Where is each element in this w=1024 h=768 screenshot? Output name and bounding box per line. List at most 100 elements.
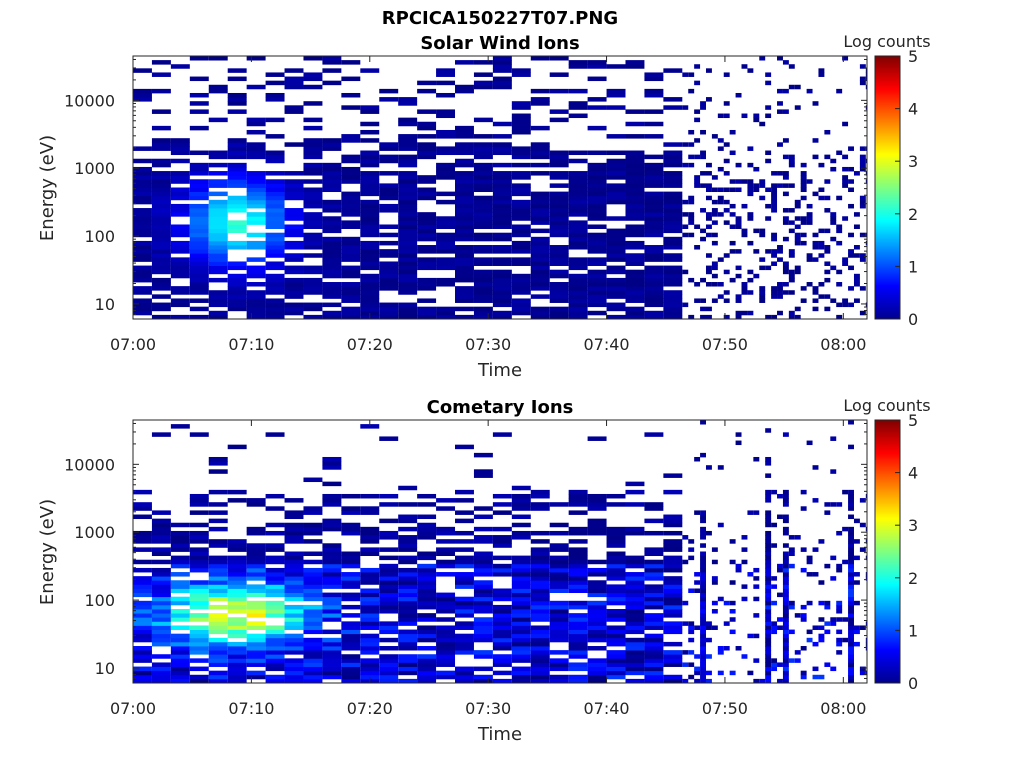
heatmap-cell (777, 109, 783, 114)
heatmap-cell (189, 617, 209, 622)
heatmap-cell (265, 216, 285, 221)
heatmap-cell (625, 650, 645, 655)
heatmap-cell (753, 166, 760, 172)
heatmap-cell (777, 282, 783, 287)
heatmap-cell (227, 600, 247, 606)
heatmap-cell (777, 493, 783, 499)
heatmap-cell (436, 265, 456, 271)
heatmap-cell (455, 306, 474, 312)
heatmap-cell (735, 646, 742, 651)
heatmap-cell (170, 522, 190, 528)
heatmap-cell (806, 629, 813, 635)
heatmap-cell (379, 253, 399, 258)
heatmap-cell (398, 179, 418, 184)
heatmap-cell (511, 175, 531, 180)
heatmap-cell (700, 674, 706, 680)
heatmap-cell (417, 633, 437, 639)
heatmap-cell (170, 228, 190, 234)
heatmap-cell (133, 629, 152, 635)
x-tick-label: 07:50 (702, 335, 748, 354)
heatmap-cell (663, 290, 683, 295)
heatmap-cell (417, 674, 437, 680)
heatmap-cell (322, 502, 342, 507)
heatmap-cell (303, 662, 323, 667)
heatmap-cell (455, 158, 474, 164)
heatmap-cell (729, 600, 736, 606)
heatmap-cell (151, 109, 171, 114)
heatmap-cell (530, 588, 550, 593)
y-tick-label: 1000 (74, 523, 115, 542)
heatmap-cell (711, 273, 718, 279)
heatmap-cell (568, 302, 588, 308)
heatmap-cell (417, 228, 437, 234)
heatmap-cell (765, 609, 772, 614)
heatmap-cell (360, 306, 380, 312)
heatmap-cell (723, 646, 730, 651)
heatmap-cell (208, 150, 228, 156)
heatmap-cell (151, 261, 171, 266)
heatmap-cell (705, 625, 712, 630)
heatmap-cell (705, 232, 712, 238)
heatmap-cell (492, 249, 512, 254)
heatmap-cell (208, 302, 228, 308)
heatmap-cell (170, 555, 190, 561)
heatmap-cell (848, 670, 854, 676)
heatmap-cell (606, 191, 626, 197)
heatmap-cell (246, 633, 266, 639)
heatmap-cell (246, 171, 266, 176)
heatmap-cell (227, 633, 247, 639)
heatmap-cell (700, 621, 706, 626)
heatmap-cell (436, 662, 456, 667)
heatmap-cell (771, 600, 778, 606)
heatmap-cell (705, 530, 712, 536)
heatmap-cell (644, 662, 664, 667)
heatmap-cell (398, 134, 418, 139)
heatmap-cell (771, 662, 778, 667)
heatmap-cell (606, 650, 626, 655)
heatmap-cell (753, 596, 760, 602)
heatmap-cell (436, 134, 456, 139)
heatmap-cell (341, 559, 361, 565)
heatmap-cell (473, 134, 493, 139)
heatmap-cell (417, 224, 437, 229)
heatmap-cell (227, 220, 247, 225)
heatmap-cell (322, 576, 342, 581)
heatmap-cell (246, 641, 266, 647)
heatmap-cell (530, 249, 550, 254)
heatmap-cell (729, 629, 736, 635)
heatmap-cell (398, 269, 418, 275)
heatmap-cell (151, 526, 171, 532)
heatmap-cell (303, 580, 323, 585)
heatmap-cell (644, 282, 664, 287)
heatmap-cell (492, 80, 512, 86)
heatmap-cell (782, 576, 789, 581)
heatmap-cell (379, 146, 399, 151)
heatmap-cell (511, 617, 531, 622)
heatmap-cell (606, 613, 626, 618)
heatmap-cell (208, 510, 228, 515)
heatmap-cell (379, 547, 399, 552)
heatmap-cell (284, 559, 304, 565)
heatmap-cell (360, 105, 380, 110)
heatmap-cell (771, 253, 778, 258)
heatmap-cell (284, 282, 304, 287)
colorbar-tick-label: 2 (908, 569, 918, 588)
heatmap-cell (133, 535, 152, 540)
heatmap-cell (782, 220, 789, 225)
heatmap-cell (530, 678, 550, 684)
heatmap-cell (492, 257, 512, 262)
heatmap-cell (688, 220, 695, 225)
heatmap-cell (606, 166, 626, 172)
heatmap-cell (568, 633, 588, 639)
heatmap-cell (436, 314, 456, 320)
heatmap-cell (741, 286, 748, 291)
heatmap-cell (151, 314, 171, 320)
heatmap-cell (587, 526, 607, 532)
heatmap-cell (530, 609, 550, 614)
heatmap-cell (189, 637, 209, 643)
heatmap-cell (492, 617, 512, 622)
heatmap-cell (587, 212, 607, 217)
heatmap-cell (700, 171, 706, 176)
heatmap-cell (688, 199, 695, 205)
heatmap-cell (246, 637, 266, 643)
